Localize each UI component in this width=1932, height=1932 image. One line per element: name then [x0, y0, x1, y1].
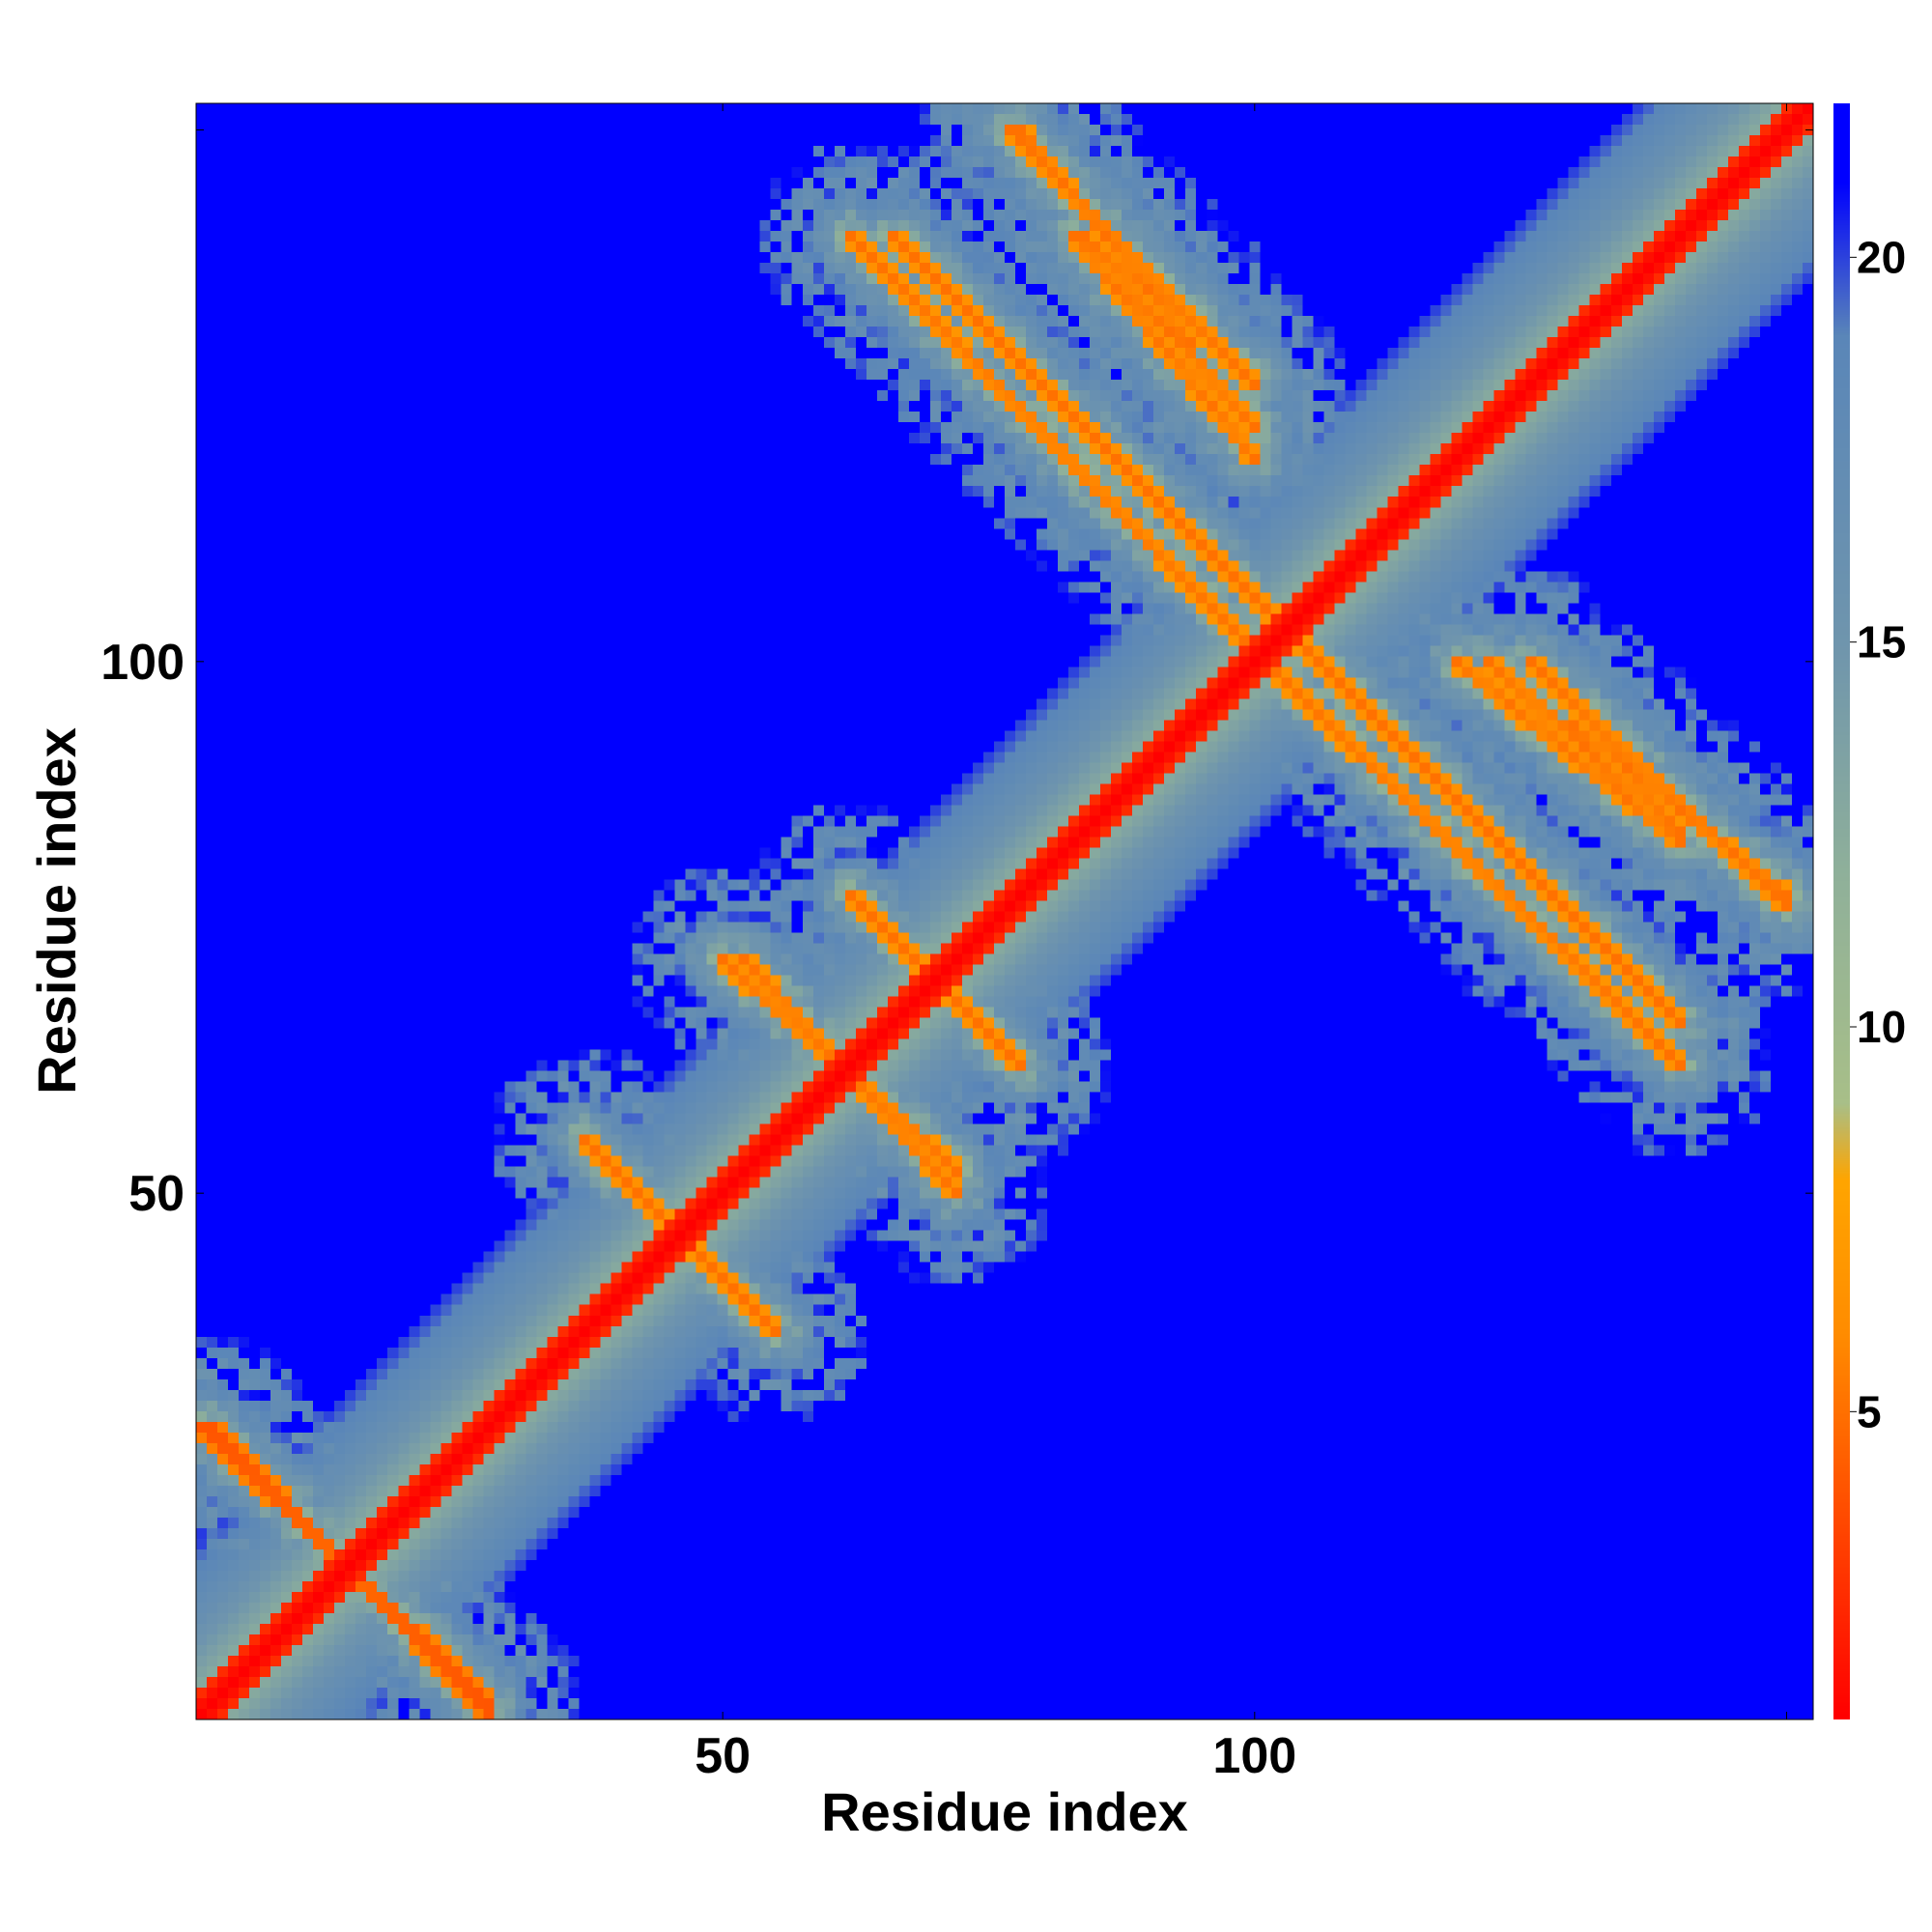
plot-frame — [195, 102, 1814, 1720]
colorbar-tick-label: 5 — [1857, 1386, 1882, 1436]
colorbar-tick-label: 15 — [1857, 617, 1906, 668]
x-tick-label: 50 — [695, 1728, 751, 1784]
x-tick-label: 100 — [1212, 1728, 1296, 1784]
y-tick-label: 50 — [128, 1166, 185, 1222]
x-axis-ticks: 50 100 — [695, 103, 1787, 1784]
y-axis-title: Residue index — [26, 727, 87, 1094]
colorbar-tick-label: 10 — [1857, 1002, 1906, 1052]
x-axis-title: Residue index — [821, 1781, 1188, 1842]
y-tick-label: 100 — [100, 635, 185, 691]
y-axis-ticks: 50 100 — [100, 129, 1813, 1222]
colorbar — [1833, 103, 1850, 1719]
colorbar-ticks: 5 10 15 20 — [1850, 232, 1906, 1436]
colorbar-tick-label: 20 — [1857, 232, 1906, 282]
heatmap-plot-area — [196, 103, 1813, 1719]
